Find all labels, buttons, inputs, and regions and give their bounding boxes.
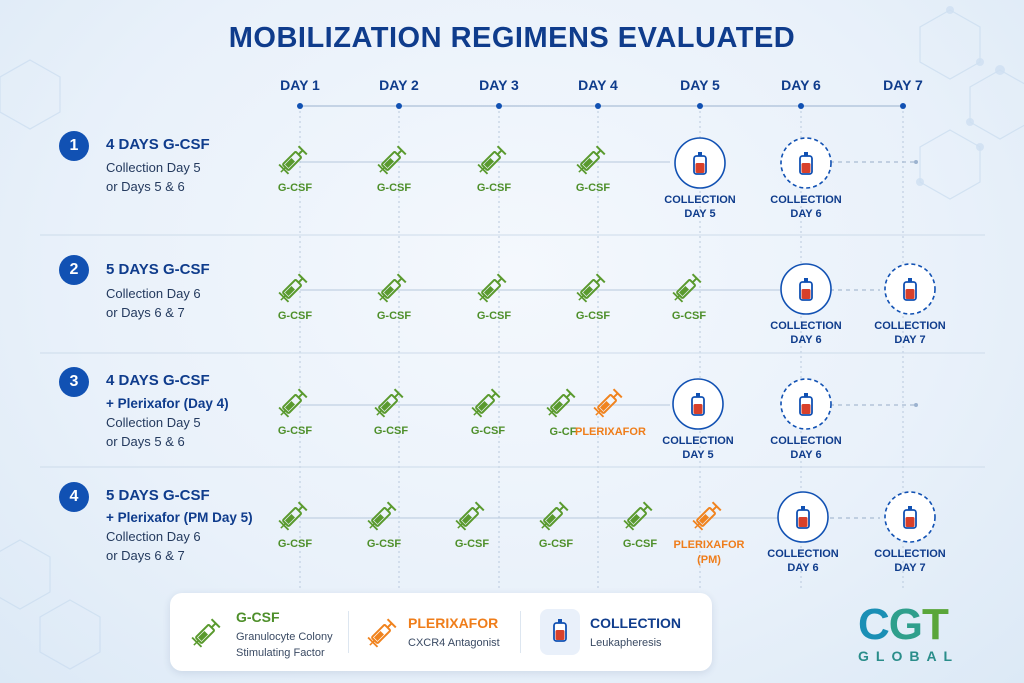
row-2-gcsf-day-3: G-CSF: [439, 266, 549, 322]
syringe-icon: [275, 272, 309, 306]
day-1-header: DAY 1: [280, 77, 320, 93]
row-4-plerixafor-day-5-pm: PLERIXAFOR (PM): [654, 494, 764, 568]
row-3-gcsf-day-4: G-CF: [543, 381, 583, 440]
syringe-icon: [590, 387, 624, 421]
row-4-title: 5 DAYS G-CSF: [106, 487, 210, 504]
blood-bag-icon: [884, 491, 936, 543]
row-2-gcsf-day-1: G-CSF: [240, 266, 350, 322]
syringe-icon: [573, 272, 607, 306]
syringe-icon: [474, 144, 508, 178]
row-3-collection-day-6: COLLECTION DAY 6: [751, 377, 861, 462]
row-3-gcsf-day-3: G-CSF: [433, 381, 543, 437]
row-1-gcsf-day-1: G-CSF: [240, 138, 350, 194]
cgt-logo-sub: GLOBAL: [858, 648, 960, 664]
blood-bag-icon: [780, 263, 832, 315]
syringe-icon: [452, 500, 486, 534]
syringe-icon: [689, 500, 723, 534]
syringe-icon: [536, 500, 570, 534]
row-3-number: 3: [59, 367, 89, 397]
legend: G-CSF Granulocyte Colony Stimulating Fac…: [170, 593, 712, 671]
row-4-gcsf-day-3: G-CSF: [417, 494, 527, 550]
row-2-subtitle: Collection Day 6 or Days 6 & 7: [106, 286, 201, 320]
syringe-icon: [275, 144, 309, 178]
syringe-icon: [371, 387, 405, 421]
page-title: MOBILIZATION REGIMENS EVALUATED: [228, 22, 796, 54]
row-2-gcsf-day-5: G-CSF: [634, 266, 744, 322]
row-1-collection-day-5: COLLECTION DAY 5: [645, 136, 755, 221]
syringe-icon: [374, 272, 408, 306]
legend-gcsf-desc: Granulocyte Colony Stimulating Factor: [236, 631, 333, 659]
syringe-icon: [669, 272, 703, 306]
legend-divider: [520, 611, 521, 653]
syringe-icon: [468, 387, 502, 421]
row-3-gcsf-day-1: G-CSF: [240, 381, 350, 437]
day-5-header: DAY 5: [680, 77, 720, 93]
syringe-icon: [573, 144, 607, 178]
day-7-header: DAY 7: [883, 77, 923, 93]
row-3-gcsf-day-2: G-CSF: [336, 381, 446, 437]
row-4-gcsf-day-1: G-CSF: [240, 494, 350, 550]
row-2-collection-day-6: COLLECTION DAY 6: [751, 262, 861, 347]
blood-bag-icon: [780, 378, 832, 430]
row-2-gcsf-day-2: G-CSF: [339, 266, 449, 322]
gcsf-syringe-icon: [188, 617, 222, 651]
row-2-collection-day-7: COLLECTION DAY 7: [855, 262, 965, 347]
row-2-title: 5 DAYS G-CSF: [106, 261, 210, 278]
legend-plerixafor-desc: CXCR4 Antagonist: [408, 637, 500, 649]
legend-collection-title: COLLECTION: [590, 615, 681, 631]
row-4-subtitle: + Plerixafor (PM Day 5) Collection Day 6…: [106, 510, 253, 563]
legend-gcsf-title: G-CSF: [236, 609, 280, 625]
legend-divider: [348, 611, 349, 653]
row-1-gcsf-day-2: G-CSF: [339, 138, 449, 194]
blood-bag-icon: [674, 137, 726, 189]
row-1-number: 1: [59, 131, 89, 161]
row-3-collection-day-5: COLLECTION DAY 5: [643, 377, 753, 462]
blood-bag-icon: [540, 609, 580, 655]
row-1-collection-day-6: COLLECTION DAY 6: [751, 136, 861, 221]
plerixafor-syringe-icon: [364, 617, 398, 651]
row-4-number: 4: [59, 482, 89, 512]
cgt-logo: CGT: [858, 600, 949, 649]
blood-bag-icon: [884, 263, 936, 315]
row-3-plerixafor-day-4: PLERIXAFOR: [575, 381, 646, 440]
row-4-gcsf-day-4: G-CSF: [501, 494, 611, 550]
blood-bag-icon: [672, 378, 724, 430]
legend-collection-desc: Leukapheresis: [590, 637, 662, 649]
blood-bag-icon: [780, 137, 832, 189]
syringe-icon: [474, 272, 508, 306]
day-3-header: DAY 3: [479, 77, 519, 93]
row-2-gcsf-day-4: G-CSF: [538, 266, 648, 322]
day-4-header: DAY 4: [578, 77, 618, 93]
day-6-header: DAY 6: [781, 77, 821, 93]
row-3-subtitle: + Plerixafor (Day 4) Collection Day 5 or…: [106, 396, 229, 449]
syringe-icon: [275, 387, 309, 421]
syringe-icon: [374, 144, 408, 178]
row-1-gcsf-day-3: G-CSF: [439, 138, 549, 194]
row-1-title: 4 DAYS G-CSF: [106, 136, 210, 153]
row-2-number: 2: [59, 255, 89, 285]
row-1-gcsf-day-4: G-CSF: [538, 138, 648, 194]
day-2-header: DAY 2: [379, 77, 419, 93]
legend-plerixafor-title: PLERIXAFOR: [408, 615, 499, 631]
row-3-title: 4 DAYS G-CSF: [106, 372, 210, 389]
row-4-gcsf-day-5: G-CSF: [585, 494, 695, 550]
row-1-subtitle: Collection Day 5 or Days 5 & 6: [106, 160, 201, 194]
row-4-collection-day-7: COLLECTION DAY 7: [855, 490, 965, 575]
syringe-icon: [275, 500, 309, 534]
row-4-gcsf-day-2: G-CSF: [329, 494, 439, 550]
blood-bag-icon: [777, 491, 829, 543]
row-4-collection-day-6: COLLECTION DAY 6: [748, 490, 858, 575]
syringe-icon: [364, 500, 398, 534]
